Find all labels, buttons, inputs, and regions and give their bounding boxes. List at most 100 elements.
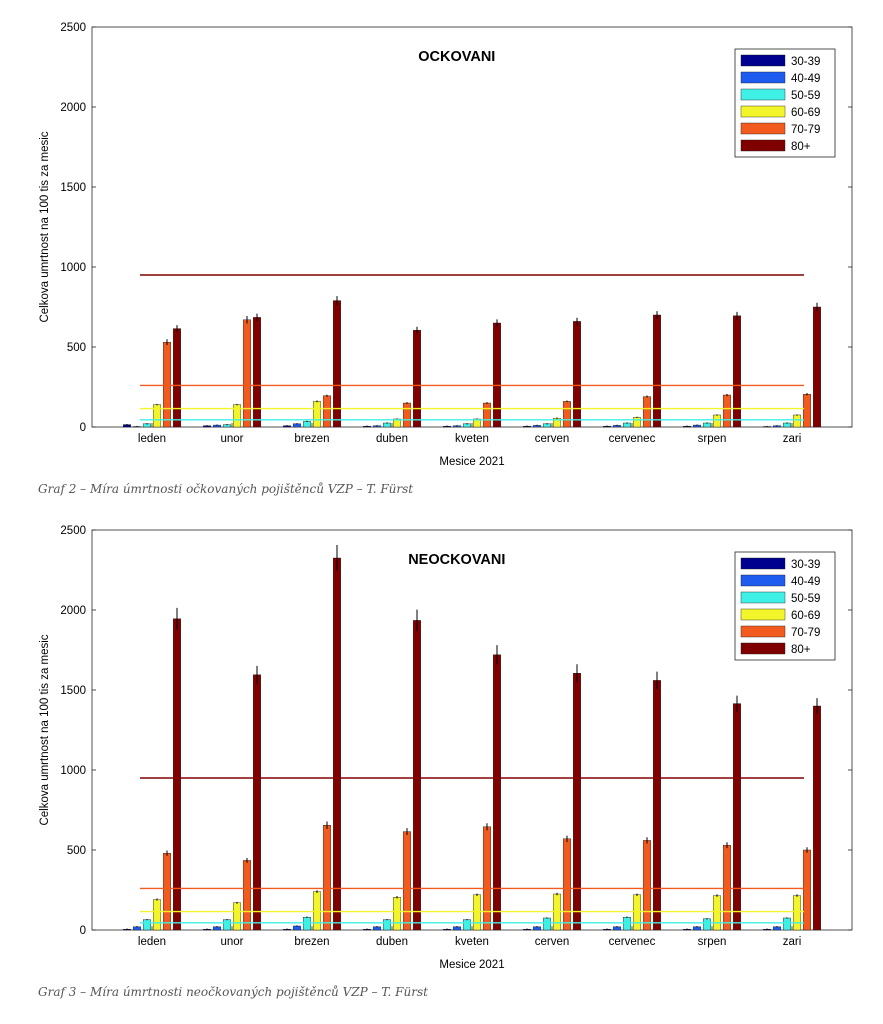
bar-70-79 bbox=[243, 319, 251, 428]
vaccinated-figure: 0 500 1000 1500 2000 2500 leden unor brezen duben… bbox=[0, 0, 883, 500]
bar-80+ bbox=[253, 674, 261, 931]
legend-label: 50-59 bbox=[791, 90, 820, 102]
x-tick-label: kveten bbox=[455, 433, 489, 445]
bar-70-79 bbox=[323, 395, 331, 428]
legend-swatch-50-59 bbox=[740, 88, 786, 101]
y-tick-label: 0 bbox=[80, 925, 86, 937]
y-tick-label: 2000 bbox=[60, 605, 86, 617]
y-axis-label: Celkova umrtnost na 100 tis za mesic bbox=[39, 131, 51, 322]
y-tick-label: 1500 bbox=[60, 182, 86, 194]
bar-70-79 bbox=[243, 860, 251, 931]
y-tick-label: 2000 bbox=[60, 102, 86, 114]
y-tick-label: 2500 bbox=[60, 22, 86, 34]
bar-60-69 bbox=[713, 414, 721, 428]
vaccinated-caption: Graf 2 – Míra úmrtnosti očkovaných pojiš… bbox=[38, 482, 414, 496]
bar-60-69 bbox=[633, 417, 641, 428]
x-tick-label: cervenec bbox=[609, 433, 656, 445]
bar-50-59 bbox=[623, 917, 631, 931]
x-tick-label: duben bbox=[376, 433, 408, 445]
legend-label: 60-69 bbox=[791, 610, 820, 622]
bar-70-79 bbox=[563, 401, 571, 428]
bar-80+ bbox=[573, 321, 581, 428]
unvaccinated-chart: 0 500 1000 1500 2000 2500 leden unor brezen duben… bbox=[39, 525, 853, 971]
bar-70-79 bbox=[803, 394, 811, 428]
bar-50-59 bbox=[383, 919, 391, 931]
x-axis-label: Mesice 2021 bbox=[439, 959, 504, 971]
bar-50-59 bbox=[783, 917, 791, 931]
x-tick-label: brezen bbox=[294, 936, 329, 948]
bar-50-59 bbox=[303, 917, 311, 931]
y-tick-label: 2500 bbox=[60, 525, 86, 537]
legend-label: 50-59 bbox=[791, 593, 820, 605]
chart-title: OCKOVANI bbox=[418, 49, 495, 65]
legend-swatch-80+ bbox=[740, 139, 786, 152]
bar-80+ bbox=[733, 703, 741, 931]
bar-60-69 bbox=[713, 895, 721, 931]
legend-label: 70-79 bbox=[791, 124, 820, 136]
unvaccinated-figure: 0 500 1000 1500 2000 2500 leden unor brezen duben… bbox=[0, 505, 883, 1024]
bar-70-79 bbox=[483, 402, 491, 428]
y-tick-label: 1500 bbox=[60, 685, 86, 697]
bar-50-59 bbox=[543, 917, 551, 931]
bar-80+ bbox=[813, 306, 821, 428]
bar-60-69 bbox=[473, 894, 481, 931]
legend-swatch-40-49 bbox=[740, 71, 786, 84]
bar-70-79 bbox=[803, 849, 811, 931]
y-tick-label: 1000 bbox=[60, 262, 86, 274]
bar-60-69 bbox=[313, 401, 321, 428]
legend-label: 80+ bbox=[791, 644, 811, 656]
legend-swatch-60-69 bbox=[740, 608, 786, 621]
y-tick-label: 500 bbox=[67, 845, 86, 857]
x-tick-label: leden bbox=[138, 936, 166, 948]
legend-swatch-30-39 bbox=[740, 54, 786, 67]
legend-label: 40-49 bbox=[791, 73, 820, 85]
bar-70-79 bbox=[643, 396, 651, 428]
bar-80+ bbox=[413, 330, 421, 428]
bar-70-79 bbox=[723, 394, 731, 428]
bar-70-79 bbox=[323, 825, 331, 931]
bar-70-79 bbox=[163, 342, 171, 428]
bar-80+ bbox=[653, 314, 661, 428]
bar-80+ bbox=[253, 317, 261, 428]
bar-70-79 bbox=[403, 831, 411, 931]
x-tick-label: srpen bbox=[698, 433, 727, 445]
x-tick-label: duben bbox=[376, 936, 408, 948]
legend-swatch-70-79 bbox=[740, 122, 786, 135]
x-tick-label: unor bbox=[220, 936, 243, 948]
bar-70-79 bbox=[403, 402, 411, 428]
x-axis-label: Mesice 2021 bbox=[439, 456, 504, 468]
x-tick-label: zari bbox=[783, 433, 802, 445]
bar-50-59 bbox=[143, 919, 151, 931]
bar-70-79 bbox=[483, 826, 491, 931]
bar-60-69 bbox=[313, 891, 321, 931]
x-tick-label: zari bbox=[783, 936, 802, 948]
x-tick-label: cerven bbox=[535, 433, 570, 445]
bar-60-69 bbox=[153, 899, 161, 931]
bar-80+ bbox=[813, 705, 821, 931]
bar-60-69 bbox=[393, 897, 401, 931]
chart-title: NEOCKOVANI bbox=[408, 552, 505, 568]
y-axis-label: Celkova umrtnost na 100 tis za mesic bbox=[39, 634, 51, 825]
legend-swatch-60-69 bbox=[740, 105, 786, 118]
x-tick-label: srpen bbox=[698, 936, 727, 948]
x-tick-label: cerven bbox=[535, 936, 570, 948]
legend-swatch-40-49 bbox=[740, 574, 786, 587]
legend-label: 30-39 bbox=[791, 559, 820, 571]
legend-label: 40-49 bbox=[791, 576, 820, 588]
bar-50-59 bbox=[703, 918, 711, 931]
bar-60-69 bbox=[793, 414, 801, 428]
legend-swatch-80+ bbox=[740, 642, 786, 655]
legend-label: 60-69 bbox=[791, 107, 820, 119]
bar-60-69 bbox=[233, 902, 241, 931]
bar-50-59 bbox=[223, 919, 231, 931]
bar-50-59 bbox=[463, 919, 471, 931]
bar-70-79 bbox=[643, 840, 651, 931]
legend-swatch-30-39 bbox=[740, 557, 786, 570]
bar-70-79 bbox=[723, 845, 731, 931]
bar-80+ bbox=[173, 618, 181, 931]
legend-swatch-70-79 bbox=[740, 625, 786, 638]
plot-area bbox=[91, 26, 853, 428]
x-tick-label: leden bbox=[138, 433, 166, 445]
legend-label: 30-39 bbox=[791, 56, 820, 68]
bar-80+ bbox=[573, 672, 581, 931]
